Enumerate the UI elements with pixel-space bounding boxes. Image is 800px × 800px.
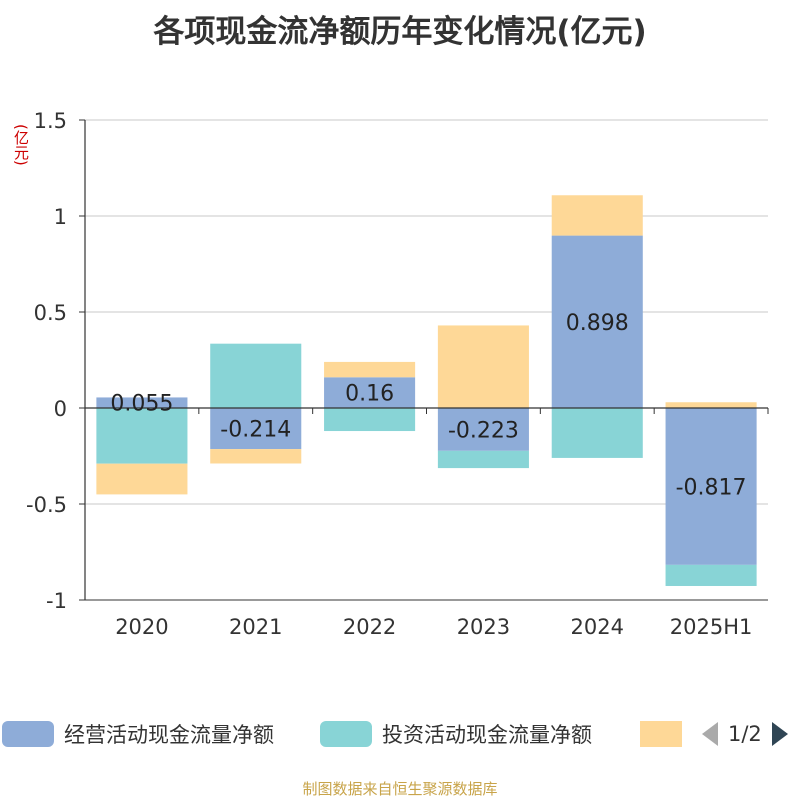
bar-1-2021: [210, 408, 302, 450]
bar-1-2020: [96, 397, 188, 408]
bar-3-2023: [437, 325, 529, 408]
bar-1-2025H1: [665, 408, 757, 565]
y-tick-label: 0: [54, 397, 67, 421]
data-label: 0.055: [110, 392, 173, 417]
chart-plot: -1 -0.5 0 0.5 1 1.5 2020 2021 2022 2023 2024 2025H1…: [26, 109, 769, 639]
legend-swatch-third: [640, 721, 682, 747]
bar-3-2022: [324, 361, 416, 378]
y-tick-label: 1.5: [34, 109, 67, 133]
legend-item-operating[interactable]: 经营活动现金流量净额: [2, 716, 274, 752]
x-tick-label: 2023: [457, 615, 510, 639]
legend-pager: 1/2: [700, 716, 790, 752]
bar-3-2024: [551, 195, 643, 236]
y-tick-label: 0.5: [34, 301, 67, 325]
y-tick-label: -1: [46, 589, 67, 613]
y-tick-label: 1: [54, 205, 67, 229]
bar-2-2022: [324, 408, 416, 432]
x-tick-label: 2025H1: [670, 615, 753, 639]
bar-1-2023: [437, 408, 529, 451]
x-tick-label: 2020: [115, 615, 168, 639]
y-tick-label: -0.5: [26, 493, 67, 517]
bar-1-2022: [324, 377, 416, 408]
chart-title: 各项现金流净额历年变化情况(亿元): [153, 14, 647, 50]
bar-1-2024: [551, 235, 643, 408]
bar-2-2021: [210, 343, 302, 408]
bar-3-2021: [210, 449, 302, 464]
bar-2-2024: [551, 408, 643, 458]
legend-item-investing[interactable]: 投资活动现金流量净额: [320, 716, 592, 752]
legend-label-investing: 投资活动现金流量净额: [382, 723, 592, 747]
bar-3-2020: [96, 463, 188, 495]
data-label: -0.817: [676, 475, 747, 500]
bar-2-2020: [96, 408, 188, 464]
triangle-left-icon[interactable]: [700, 720, 720, 748]
bar-3-2025H1: [665, 402, 757, 408]
bar-2-2025H1: [665, 564, 757, 586]
legend-page-indicator: 1/2: [728, 722, 762, 746]
x-tick-label: 2021: [229, 615, 282, 639]
x-tick-label: 2022: [343, 615, 396, 639]
data-label: 0.16: [345, 382, 394, 407]
legend: 经营活动现金流量净额 投资活动现金流量净额 1/2: [0, 716, 800, 752]
bar-2-2023: [437, 450, 529, 469]
legend-label-operating: 经营活动现金流量净额: [64, 723, 274, 747]
source-footer: 制图数据来自恒生聚源数据库: [302, 780, 498, 798]
legend-swatch-operating: [2, 721, 54, 747]
data-label: -0.223: [448, 418, 519, 443]
legend-swatch-investing: [320, 721, 372, 747]
legend-item-third[interactable]: [640, 716, 682, 752]
data-label: -0.214: [220, 418, 291, 443]
y-axis-unit: (亿元): [12, 124, 30, 166]
data-label: 0.898: [566, 311, 629, 336]
x-tick-label: 2024: [571, 615, 624, 639]
triangle-right-icon[interactable]: [770, 720, 790, 748]
